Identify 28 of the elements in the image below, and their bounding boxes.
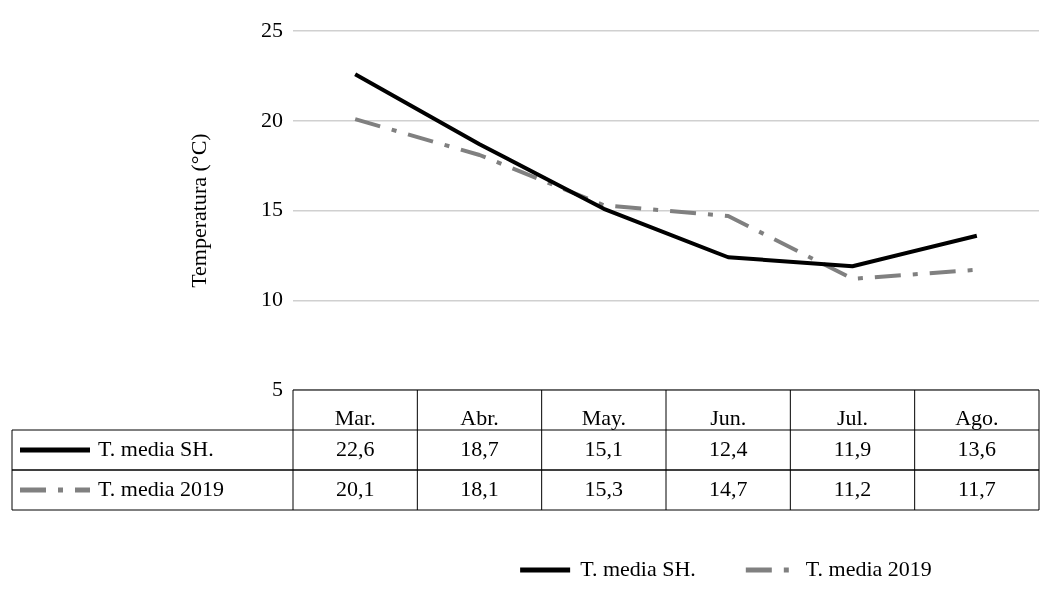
legend-label: T. media 2019 <box>98 475 225 501</box>
data-label: 12,4 <box>708 435 748 461</box>
y-axis-title: Temperatura (°C) <box>185 133 211 288</box>
data-label: 20,1 <box>335 475 375 501</box>
x-tick-label: Ago. <box>955 404 999 430</box>
x-tick-label: Jun. <box>710 404 747 430</box>
x-tick-label: Jul. <box>836 404 869 430</box>
legend-label: T. media SH. <box>98 435 214 461</box>
data-label: 11,9 <box>833 435 872 461</box>
data-label: 15,3 <box>584 475 624 501</box>
y-tick-label: 25 <box>261 16 283 42</box>
data-label: 14,7 <box>708 475 748 501</box>
text: T. media SH. <box>580 555 696 581</box>
data-label: 13,6 <box>957 435 997 461</box>
x-tick-label: May. <box>581 404 627 430</box>
data-label: 11,2 <box>833 475 872 501</box>
x-tick-label: Abr. <box>460 404 499 430</box>
y-tick-label: 20 <box>261 106 283 132</box>
data-label: 11,7 <box>957 475 996 501</box>
data-label: 18,1 <box>460 475 499 501</box>
y-tick-label: 15 <box>261 196 283 222</box>
data-label: 18,7 <box>460 435 499 461</box>
x-tick-label: Mar. <box>334 404 376 430</box>
text: T. media 2019 <box>805 555 932 581</box>
data-label: 15,1 <box>584 435 624 461</box>
y-tick-label: 5 <box>272 375 283 401</box>
y-tick-label: 10 <box>261 286 283 312</box>
data-label: 22,6 <box>335 435 375 461</box>
